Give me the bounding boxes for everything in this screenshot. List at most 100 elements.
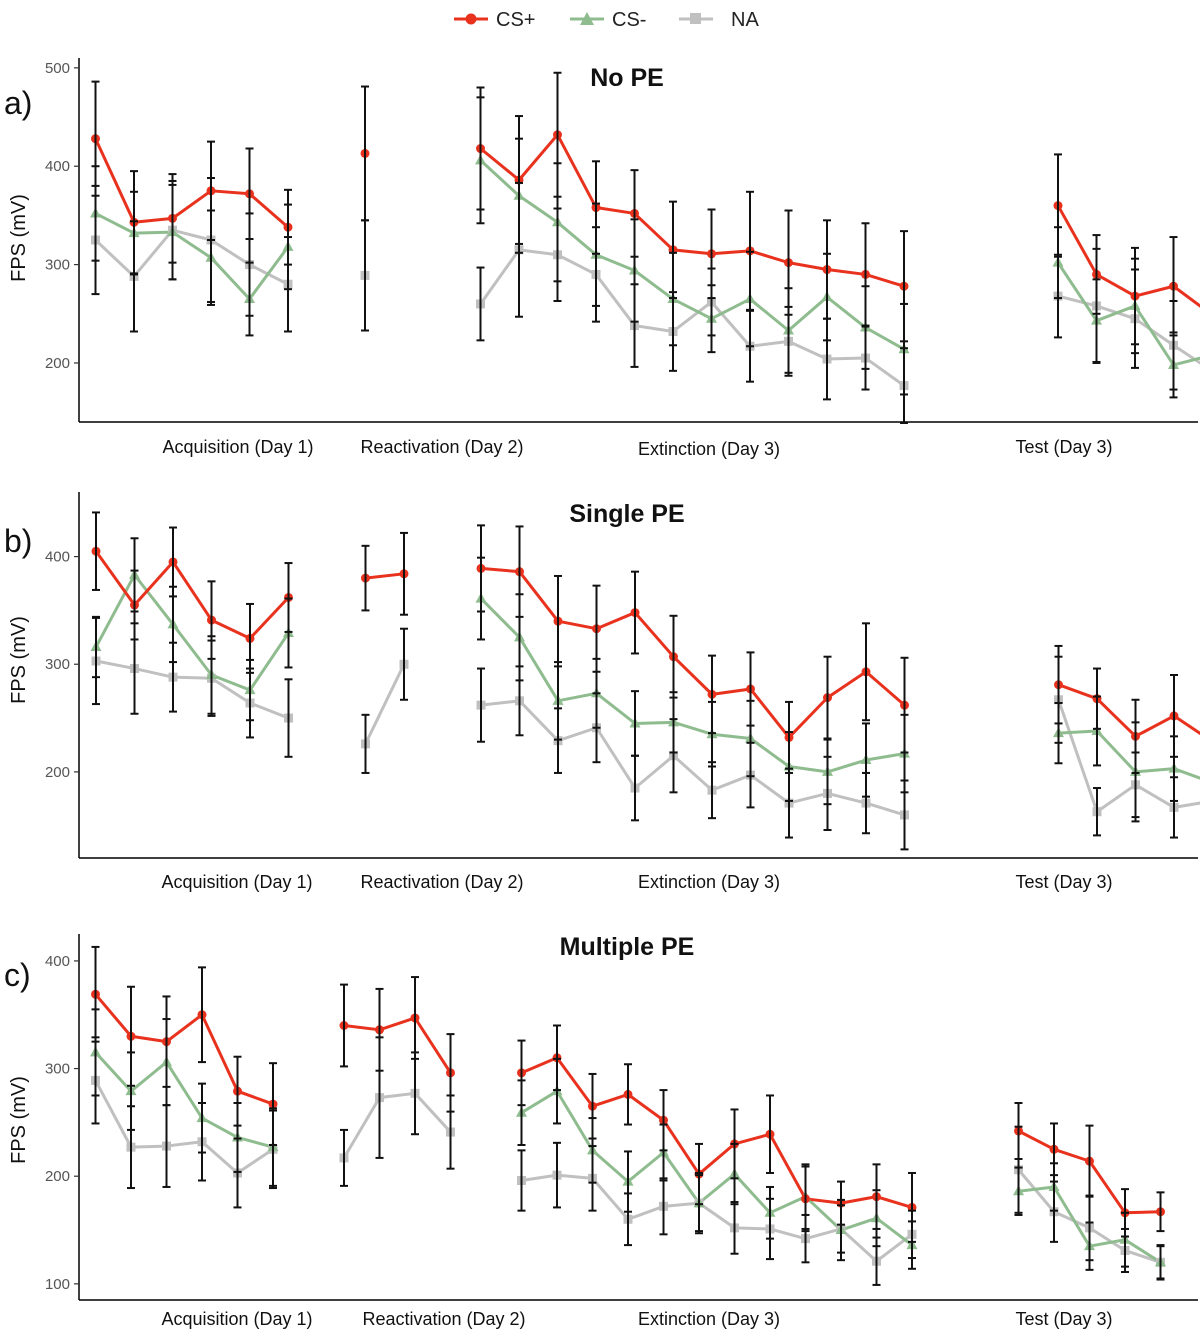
error-bar-b-cs-plus-1: [92, 511, 100, 591]
y-tick-label-a-300: 300: [45, 257, 70, 274]
error-bar-b-na-27: [1093, 787, 1101, 837]
plot-area-c: [90, 945, 1166, 1286]
error-bar-b-cs-plus-11: [477, 524, 485, 613]
error-bar-c-cs-plus-9: [375, 987, 384, 1072]
plot-area-a: [90, 71, 1200, 424]
error-bar-a-cs-plus-22: [900, 230, 908, 343]
y-tick-label-c-300: 300: [45, 1061, 70, 1078]
error-bar-c-cs-plus-8: [340, 983, 348, 1068]
error-bar-a-cs-plus-14: [592, 160, 600, 255]
series-line-b-cs-plus-seg2: [480, 566, 906, 739]
error-bar-c-na-8: [340, 1128, 348, 1187]
error-bar-c-na-13: [517, 1149, 526, 1212]
series-line-c-cs-minus-seg0: [94, 1051, 274, 1149]
y-tick-label-a-200: 200: [45, 355, 70, 372]
panel-label-a: a): [4, 85, 32, 121]
error-bar-b-cs-plus-28: [1131, 698, 1140, 774]
error-bar-b-cs-minus-15: [631, 690, 639, 757]
error-bar-c-cs-plus-24: [908, 1171, 916, 1243]
error-bar-a-cs-plus-20: [823, 219, 831, 320]
error-bar-b-cs-plus-13: [554, 574, 562, 668]
panel-label-b: b): [4, 523, 32, 559]
series-line-c-cs-minus-seg1: [520, 1089, 913, 1247]
series-line-b-na-seg2: [480, 699, 905, 817]
series-line-c-na-seg1: [342, 1091, 452, 1159]
error-bar-a-cs-plus-29: [1169, 236, 1178, 337]
error-bar-a-cs-plus-3: [168, 173, 177, 264]
series-line-c-na-seg0: [94, 1079, 274, 1175]
error-bar-a-cs-plus-28: [1131, 246, 1139, 346]
series-line-a-na-seg2: [479, 248, 905, 387]
error-bar-a-cs-plus-11: [476, 86, 485, 211]
series-line-b-cs-plus-seg0: [94, 550, 290, 640]
phase-label-a-extinction: Extinction (Day 3): [638, 439, 780, 459]
series-line-b-cs-minus-seg0: [94, 573, 290, 692]
phase-label-b-extinction: Extinction (Day 3): [638, 872, 780, 892]
series-line-a-na-seg0: [94, 228, 289, 286]
y-tick-label-c-400: 400: [45, 953, 70, 970]
error-bar-c-cs-plus-16: [624, 1063, 632, 1126]
panel-c: c) Multiple PE FPS (mV) Acquisition (Day…: [4, 933, 1198, 1329]
error-bar-b-cs-plus-21: [862, 622, 870, 722]
y-ticks-c: 100 200 300 400: [45, 953, 79, 1293]
legend-item-cs-plus: CS+: [454, 9, 535, 31]
error-bar-c-cs-plus-18: [695, 1142, 703, 1206]
series-lines-b: [94, 550, 1200, 817]
error-bar-c-cs-minus-31: [1156, 1244, 1165, 1281]
error-bar-a-cs-plus-13: [553, 71, 562, 198]
error-bar-a-cs-plus-2: [130, 170, 138, 275]
error-bar-c-cs-plus-3: [162, 995, 171, 1088]
error-bar-c-cs-minus-27: [1014, 1166, 1023, 1216]
series-line-b-na-seg3: [1057, 699, 1200, 814]
legend-label-na: NA: [731, 9, 759, 31]
y-tick-label-a-500: 500: [45, 60, 70, 77]
error-bar-c-cs-plus-11: [446, 1033, 455, 1113]
error-bar-c-cs-plus-15: [588, 1072, 597, 1140]
y-tick-label-c-100: 100: [45, 1276, 70, 1293]
error-bar-a-cs-plus-1: [91, 80, 100, 197]
phase-label-c-test: Test (Day 3): [1015, 1309, 1112, 1329]
legend-label-cs-minus: CS-: [612, 9, 646, 31]
series-line-b-na-seg0: [95, 659, 290, 720]
legend-marker-cs-minus: [580, 12, 594, 25]
series-line-a-cs-plus-seg3: [1056, 204, 1200, 308]
error-bar-b-na-9: [400, 627, 408, 701]
y-axis-title-b: FPS (mV): [8, 616, 30, 704]
error-bar-c-cs-plus-4: [198, 966, 206, 1064]
error-bar-c-cs-plus-21: [801, 1165, 810, 1233]
error-bar-a-cs-plus-5: [245, 147, 254, 241]
error-bar-a-cs-plus-17: [707, 208, 716, 300]
series-line-a-cs-plus-seg0: [94, 138, 289, 229]
legend-marker-cs-plus: [465, 13, 477, 25]
error-bar-b-cs-plus-26: [1054, 644, 1063, 725]
error-bar-b-cs-minus-20: [823, 738, 832, 806]
y-tick-label-b-200: 200: [45, 764, 70, 781]
series-lines-a: [94, 133, 1200, 387]
error-bar-c-cs-minus-29: [1085, 1221, 1094, 1271]
error-bar-a-cs-plus-18: [746, 190, 754, 311]
series-markers-a: [90, 130, 1179, 391]
series-line-c-cs-plus-seg0: [94, 993, 274, 1106]
error-bar-c-cs-plus-23: [872, 1163, 881, 1230]
error-bar-c-cs-plus-29: [1085, 1124, 1094, 1198]
panel-b: b) Single PE FPS (mV) Acquisition (Day 1…: [4, 492, 1200, 892]
series-line-a-cs-minus-seg1: [479, 159, 905, 351]
y-axis-title-c: FPS (mV): [8, 1076, 30, 1164]
y-ticks-b: 200 300 400: [45, 549, 79, 781]
error-bar-a-cs-plus-15: [630, 169, 639, 258]
error-bar-a-cs-plus-26: [1054, 153, 1062, 258]
y-tick-label-b-300: 300: [45, 656, 70, 673]
error-bar-a-cs-plus-21: [861, 222, 870, 327]
phase-label-b-test: Test (Day 3): [1015, 872, 1112, 892]
panel-title-c: Multiple PE: [560, 933, 695, 961]
error-bar-c-cs-plus-2: [127, 985, 135, 1087]
error-bar-b-cs-plus-2: [130, 569, 139, 641]
phase-label-b-acquisition: Acquisition (Day 1): [161, 872, 312, 892]
panel-label-c: c): [4, 957, 31, 993]
error-bars-c: [91, 945, 1165, 1286]
phase-label-c-extinction: Extinction (Day 3): [638, 1309, 780, 1329]
error-bar-b-cs-plus-19: [785, 700, 793, 774]
y-tick-label-b-400: 400: [45, 549, 70, 566]
error-bar-a-cs-plus-19: [784, 209, 793, 316]
error-bar-b-cs-plus-15: [631, 570, 639, 655]
